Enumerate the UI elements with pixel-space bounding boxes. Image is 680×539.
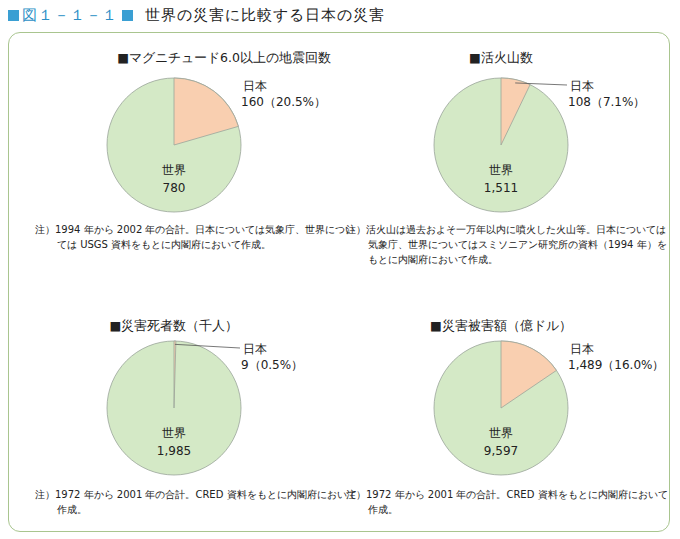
note: 注）1994 年から 2002 年の合計。日本については気象庁、世界については … [35,222,357,252]
leader-line [515,83,567,85]
figure-title: 世界の災害に比較する日本の災害 [145,6,385,25]
category-label: 日本 [570,342,594,356]
chart-title: ■災害被害額（億ドル） [430,318,572,333]
pie-chart [434,341,568,475]
square [8,10,19,21]
category-label: 日本 [570,79,594,93]
category-label: 世界 [489,163,513,177]
data-label: 780 [163,181,186,195]
pie-slice [501,78,530,145]
category-label: 日本 [243,342,267,356]
data-label: 1,489（16.0%） [568,358,664,372]
leader-line [175,344,240,348]
category-label: 世界 [162,426,186,440]
note: 注）1972 年から 2001 年の合計。CRED 資料をもとに内閣府において作… [346,487,668,517]
pie-whole [434,341,568,475]
pie-chart [107,341,241,475]
pie-slice [174,341,176,408]
data-label: 9,597 [484,444,518,458]
note: 注）活火山は過去およそ一万年以内に噴火した火山等。日本については気象庁、世界につ… [346,222,668,267]
pie-chart [107,78,241,212]
data-label: 1,985 [157,444,191,458]
chart-title: ■災害死者数（千人） [110,318,239,333]
figure-number: 図１－１－１ [22,6,118,25]
note: 注）1972 年から 2001 年の合計。CRED 資料をもとに内閣府において作… [35,487,357,517]
chart-title: ■マグニチュード6.0以上の地震回数 [117,50,331,65]
category-label: 世界 [162,163,186,177]
pie-whole [434,78,568,212]
pie-slice [174,78,238,145]
data-label: 1,511 [484,181,518,195]
data-label: 9（0.5%） [241,358,303,372]
pie-whole [107,78,241,212]
chart-title: ■活火山数 [469,50,533,65]
category-label: 日本 [243,79,267,93]
pie-chart [434,78,568,212]
pie-slice [501,341,556,408]
charts: 世界 780 日本 160（20.5%） ■マグニチュード6.0以上の地震回数世界 1,5… [0,0,680,539]
square [122,10,133,21]
data-label: 160（20.5%） [241,95,326,109]
header: 図１－１－１ 世界の災害に比較する日本の災害 [8,4,385,26]
category-label: 世界 [489,426,513,440]
pie-whole [107,341,241,475]
data-label: 108（7.1%） [568,95,645,109]
